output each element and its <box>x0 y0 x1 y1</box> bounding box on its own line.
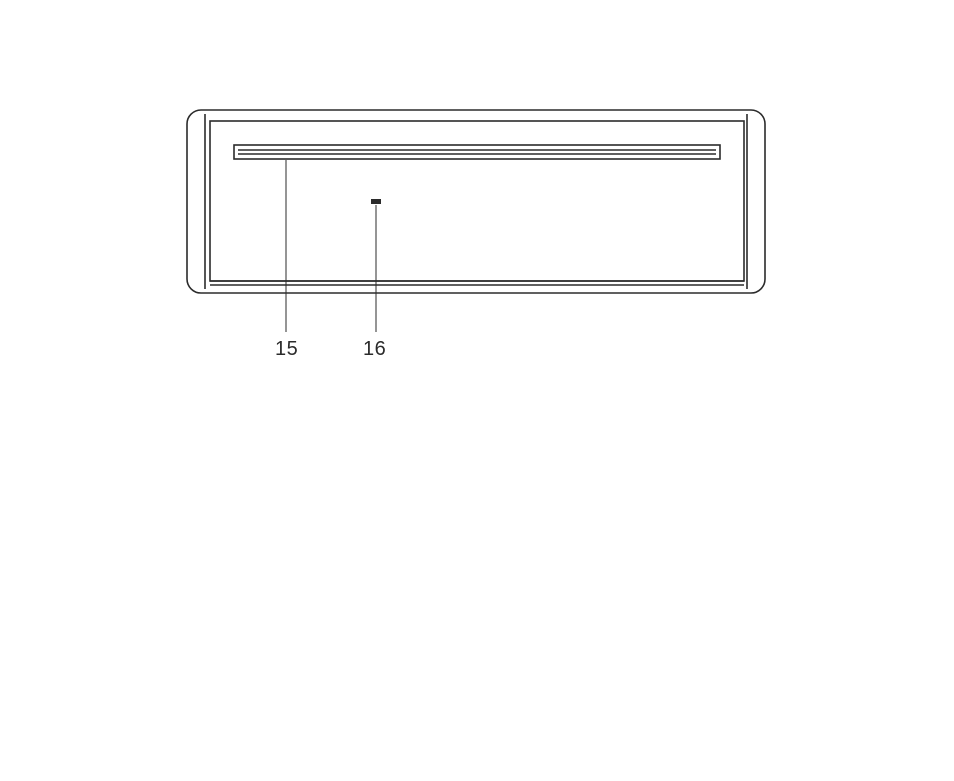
callout-label-16: 16 <box>363 338 386 361</box>
callout-label-15: 15 <box>275 338 298 361</box>
unit-line-drawing <box>0 0 954 781</box>
diagram-stage: 15 16 <box>0 0 954 781</box>
